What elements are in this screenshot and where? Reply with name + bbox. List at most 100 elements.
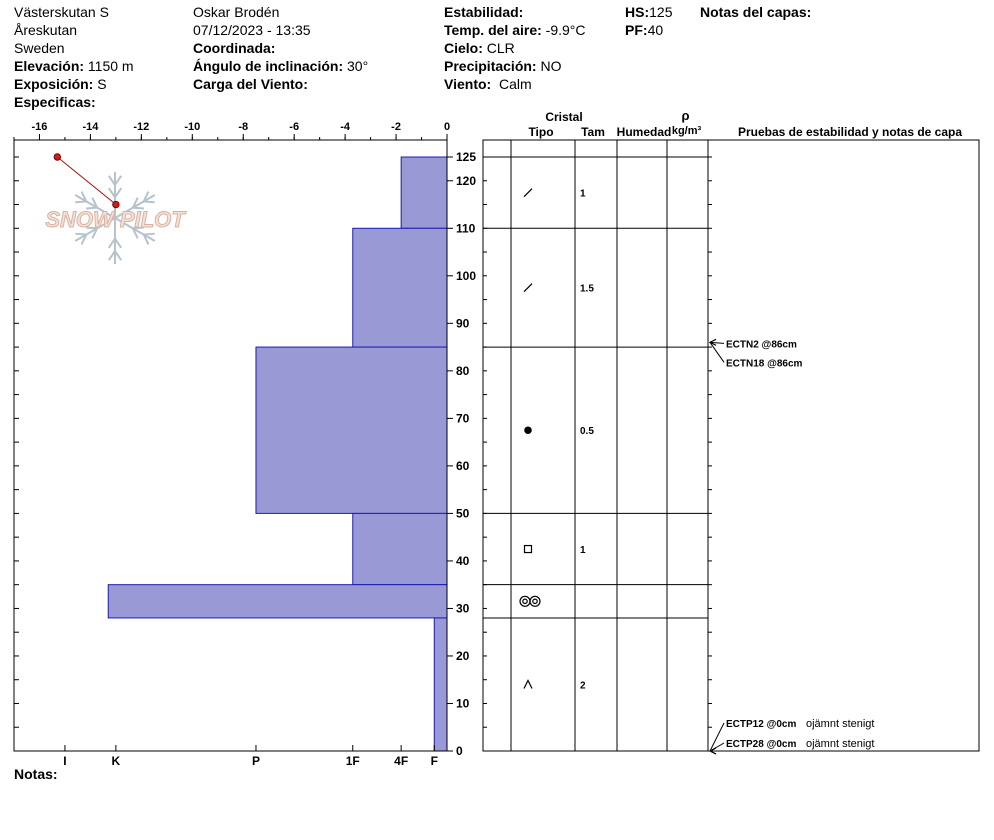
depth-axis-tick-label: 120 [456, 174, 476, 188]
sky-value: CLR [486, 40, 515, 56]
top-axis-tick-label: 0 [444, 121, 450, 133]
hardness-bar [433, 617, 448, 752]
temperature-point [53, 153, 61, 161]
snowflake-branch [91, 227, 98, 239]
snowflake-arm [74, 194, 116, 219]
test-leader-line [709, 341, 725, 344]
top-axis-tick-label: -10 [184, 121, 200, 133]
sky-label: Cielo: [444, 40, 483, 56]
snowflake-branch [91, 197, 98, 209]
dot-mark [524, 426, 532, 435]
snowflake-branch [107, 175, 116, 186]
depth-axis-tick-label: 110 [456, 221, 476, 235]
location-name: Västerskutan S [14, 4, 109, 20]
top-axis-tick-label: -6 [289, 121, 299, 133]
grain-size-label: 1.5 [580, 284, 594, 295]
snowflake-branch [75, 232, 87, 236]
test-note: ojämnt stenigt [806, 718, 874, 730]
test-note: ojämnt stenigt [806, 738, 874, 750]
notes-label: Notas: [14, 766, 58, 782]
snowflake-branch [142, 191, 150, 202]
snowflake-branch [114, 175, 123, 186]
plot-frame [13, 139, 448, 752]
grain-slash-icon [523, 188, 533, 198]
pf-label: PF: [625, 22, 648, 38]
snowflake-arm [114, 194, 156, 219]
hardness-bar [352, 512, 448, 586]
snowflake-branch [114, 250, 123, 261]
sky-row: Cielo: CLR [444, 39, 586, 57]
snowflake-branch [107, 238, 116, 249]
column-header-moisture: Humedad [617, 125, 672, 139]
test-leader-line [709, 722, 725, 752]
snowflake-arm [114, 217, 156, 242]
test-arrow-icon [708, 338, 717, 346]
slash-stroke [523, 283, 533, 293]
depth-axis-tick-label: 90 [456, 316, 470, 330]
elevation-value: 1150 m [87, 58, 134, 74]
snowflake-branch [143, 232, 155, 236]
snowflake-icon [74, 172, 156, 264]
header-col-4: HS:125 PF:40 [625, 3, 672, 39]
snowflake-branch [75, 200, 87, 204]
circle-mark [529, 595, 541, 607]
snowflake-branch [107, 187, 116, 198]
grain-size-label: 1 [580, 545, 586, 556]
elevation-label: Elevación: [14, 58, 85, 74]
coordinate-label: Coordinada: [193, 40, 276, 56]
depth-axis-tick-label: 20 [456, 649, 470, 663]
observation-datetime: 07/12/2023 - 13:35 [193, 22, 311, 38]
depth-axis-tick-label: 100 [456, 269, 476, 283]
slash-stroke [523, 188, 533, 198]
snowflake-branch [142, 234, 150, 245]
column-header-crystal: Cristal [545, 110, 582, 124]
snowflake-branch [114, 238, 123, 249]
temperature-point [112, 200, 120, 209]
pf-value: 40 [647, 22, 664, 38]
precip-row: Precipitación: NO [444, 57, 586, 75]
hardness-tick-label: F [431, 754, 438, 768]
snowflake-branch [143, 200, 155, 204]
grain-dot-icon [524, 426, 532, 435]
chart-axes: -16 -14 -12 -10 -8 -6 -4 -2 0 0 10 20 30 40 50 60 70 80 90… [13, 121, 476, 768]
test-label: ECTP12 @0cm [726, 719, 796, 730]
hardness-bar [352, 227, 448, 348]
hardness-profile [107, 156, 448, 752]
snowflake-branch [80, 191, 88, 202]
caret-mark [523, 679, 533, 689]
temperature-profile [53, 153, 120, 209]
header-col-3: Estabilidad: Temp. del aire: -9.9°C Ciel… [444, 3, 586, 93]
hardness-tick-label: 4F [394, 754, 408, 768]
stability-tests: ECTN2 @86cm ECTN18 @86cm ECTP12 @0cm ojämnt… [708, 338, 874, 755]
region-name: Åreskutan [14, 22, 78, 38]
country-name: Sweden [14, 40, 65, 56]
test-label: ECTN2 @86cm [726, 339, 797, 350]
snowflake-branch [86, 226, 98, 230]
temperature-line [56, 156, 117, 205]
wind-row: Viento: Calm [444, 75, 586, 93]
test-label: ECTN18 @86cm [726, 358, 803, 369]
hs-row: HS:125 [625, 3, 672, 21]
wind-label: Viento: [444, 76, 492, 92]
aspect-value: S [97, 76, 107, 92]
stability-label: Estabilidad: [444, 4, 524, 20]
top-axis-tick-label: -12 [133, 121, 149, 133]
grain-slash-icon [523, 283, 533, 293]
depth-axis-tick-label: 50 [456, 506, 470, 520]
top-axis-tick-label: -14 [82, 121, 99, 133]
depth-axis-tick-label: 125 [456, 150, 476, 164]
hardness-tick-label: P [252, 754, 260, 768]
circle-inner-mark [532, 598, 538, 605]
column-header-density-unit: kg/m³ [672, 125, 702, 137]
hardness-tick-label: 1F [346, 754, 360, 768]
logo-text: SNOW PILOT [45, 207, 186, 232]
depth-axis-tick-label: 30 [456, 601, 470, 615]
depth-axis-tick-label: 10 [456, 696, 470, 710]
test-label: ECTP28 @0cm [726, 739, 796, 750]
slope-value: 30° [347, 58, 369, 74]
slope-label: Ángulo de inclinación: [193, 58, 344, 74]
wind-loading-label: Carga del Viento: [193, 76, 308, 92]
observer-name: Oskar Brodén [193, 4, 280, 20]
column-header-size: Tam [581, 125, 605, 139]
